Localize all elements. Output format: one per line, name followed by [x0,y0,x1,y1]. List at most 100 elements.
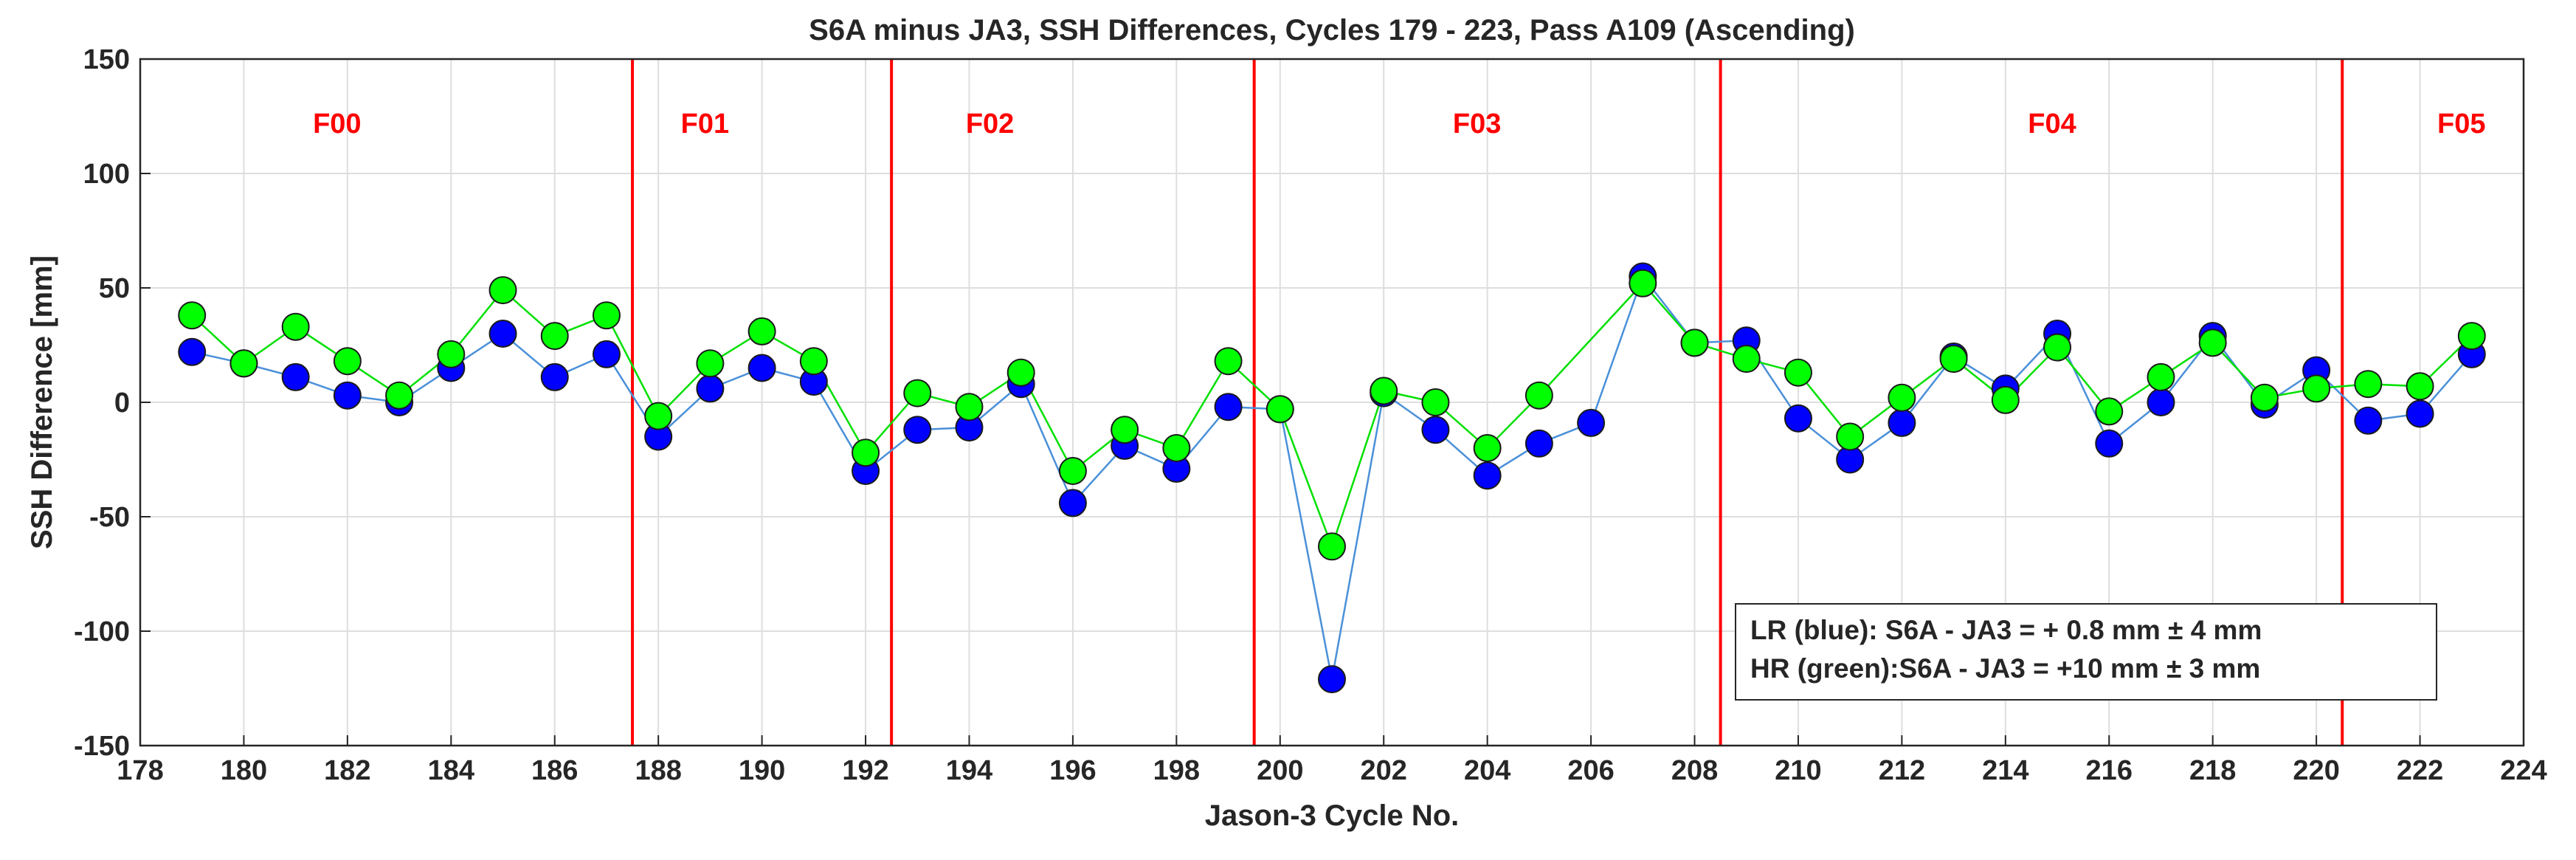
data-point-lr [2147,388,2175,416]
legend-frame [1735,603,2437,701]
data-point-hr [1421,388,1450,416]
x-tick-label: 184 [428,755,474,786]
data-point-hr [2457,322,2486,351]
y-tick-label: -100 [74,616,130,647]
data-point-hr [1680,328,1709,357]
x-tick-label: 218 [2189,755,2236,786]
data-point-hr [1629,269,1657,297]
data-point-hr [281,312,310,341]
data-point-hr [2302,374,2331,403]
data-point-lr [1058,489,1087,517]
data-point-hr [747,317,776,345]
data-point-hr [852,438,880,467]
x-tick-label: 192 [842,755,888,786]
data-point-hr [644,402,673,430]
data-point-hr [1058,457,1087,485]
data-point-lr [1524,429,1553,458]
x-tick-label: 180 [221,755,267,786]
data-point-hr [437,340,466,368]
x-tick-label: 202 [1361,755,1407,786]
data-point-hr [1732,345,1761,374]
data-point-hr [799,347,828,376]
data-point-hr [1162,434,1191,462]
data-point-lr [2354,406,2383,435]
chart-title: S6A minus JA3, SSH Differences, Cycles 1… [809,14,1855,47]
data-point-hr [592,301,621,330]
data-point-hr [229,349,258,378]
data-point-lr [696,374,725,403]
data-point-lr [333,381,362,410]
x-tick-label: 178 [117,755,163,786]
x-tick-label: 210 [1775,755,1821,786]
data-point-hr [1370,376,1398,405]
legend-line-lr: LR (blue): S6A - JA3 = + 0.8 mm ± 4 mm [1750,615,2262,645]
x-tick-label: 200 [1257,755,1303,786]
data-point-hr [903,379,932,407]
x-tick-label: 182 [324,755,370,786]
data-point-hr [1939,345,1968,374]
x-tick-label: 220 [2293,755,2339,786]
data-point-hr [333,347,362,376]
data-point-hr [1888,383,1916,412]
data-point-hr [696,349,725,378]
data-point-lr [1421,416,1450,444]
y-tick-label: 50 [99,273,130,304]
phase-label: F05 [2437,109,2485,140]
x-tick-label: 196 [1049,755,1096,786]
data-point-lr [903,416,932,444]
x-tick-label: 216 [2086,755,2133,786]
data-point-lr [2095,429,2124,458]
legend-box: LR (blue): S6A - JA3 = + 0.8 mm ± 4 mm H… [1735,603,2437,701]
data-point-hr [2406,372,2434,401]
data-point-lr [1577,408,1606,437]
data-point-hr [1783,358,1812,387]
data-point-hr [488,276,517,305]
data-point-hr [2354,370,2383,399]
axis-ticks: 178 180 182 184 186 188 190 192 194 196 198 200 202 2… [74,44,2547,786]
phase-label: F01 [681,109,729,140]
y-tick-label: -50 [89,502,130,533]
data-point-lr [281,362,310,391]
data-point-hr [2147,362,2175,391]
data-point-hr [1473,434,1502,462]
data-point-hr [1265,395,1294,424]
data-point-hr [2043,333,2072,362]
data-point-hr [955,393,984,422]
x-tick-label: 222 [2397,755,2443,786]
data-point-hr [1991,385,2020,414]
data-point-hr [2250,383,2279,412]
x-axis-label: Jason-3 Cycle No. [1205,799,1460,832]
x-tick-label: 206 [1567,755,1614,786]
y-tick-label: -150 [74,731,130,762]
data-point-lr [1214,393,1243,422]
data-point-hr [1214,347,1243,376]
data-point-hr [1006,358,1035,387]
legend-line-hr: HR (green):S6A - JA3 = +10 mm ± 3 mm [1750,653,2260,684]
data-point-hr [2198,328,2227,357]
phase-boundaries: F00 F01 F02 F03 F04 F05 [313,59,2485,746]
data-point-lr [2406,399,2434,428]
x-tick-label: 224 [2500,755,2546,786]
phase-label: F04 [2028,109,2076,140]
x-tick-label: 212 [1879,755,1925,786]
x-tick-label: 208 [1671,755,1718,786]
x-tick-label: 186 [531,755,578,786]
phase-label: F02 [966,109,1014,140]
data-point-lr [592,340,621,368]
x-tick-label: 204 [1464,755,1510,786]
data-point-lr [1318,665,1346,694]
data-point-lr [1783,404,1812,433]
x-tick-label: 198 [1153,755,1200,786]
data-point-lr [540,362,569,391]
data-point-hr [1836,422,1865,451]
data-point-hr [1524,381,1553,410]
data-point-lr [488,320,517,348]
y-tick-label: 150 [83,44,130,75]
data-point-hr [2095,397,2124,426]
data-point-hr [1318,532,1346,561]
data-point-hr [1111,416,1139,444]
data-point-lr [1888,408,1916,437]
data-point-lr [178,337,207,366]
phase-label: F00 [313,109,361,140]
